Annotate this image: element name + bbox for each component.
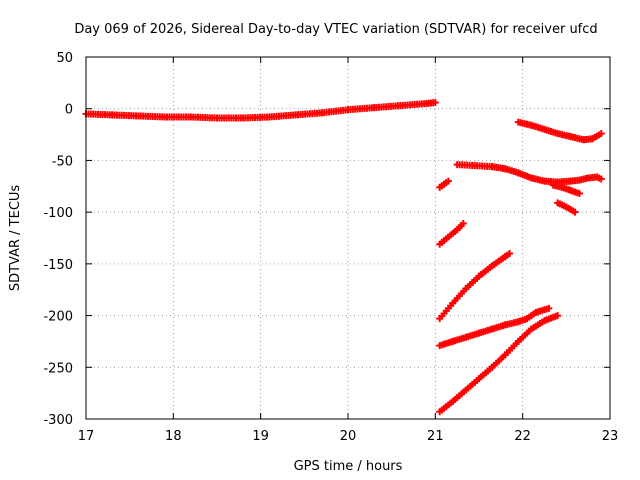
y-axis-label: SDTVAR / TECUs xyxy=(8,185,23,292)
data-series xyxy=(436,312,562,416)
y-tick-label: 0 xyxy=(65,103,73,118)
y-tick-label: -200 xyxy=(43,310,73,325)
chart-title: Day 069 of 2026, Sidereal Day-to-day VTE… xyxy=(74,22,597,37)
data-series xyxy=(549,181,583,198)
data-series xyxy=(436,304,553,350)
data-point xyxy=(444,177,452,185)
x-tick-label: 18 xyxy=(165,429,182,444)
data-point xyxy=(575,190,583,198)
x-tick-label: 22 xyxy=(514,429,531,444)
x-tick-label: 20 xyxy=(340,429,357,444)
y-tick-label: -300 xyxy=(43,413,73,428)
y-tick-label: -150 xyxy=(43,258,73,273)
y-tick-label: 50 xyxy=(56,51,73,66)
data-series xyxy=(436,177,452,191)
data-point xyxy=(459,220,467,228)
x-tick-label: 19 xyxy=(252,429,269,444)
data-point xyxy=(597,175,605,183)
data-point xyxy=(431,99,439,107)
data-series xyxy=(453,161,605,186)
data-series xyxy=(436,250,514,323)
data-point xyxy=(571,208,579,216)
data-points xyxy=(82,99,605,416)
y-tick-label: -250 xyxy=(43,361,73,376)
data-series xyxy=(514,118,605,144)
x-tick-label: 23 xyxy=(602,429,619,444)
data-point xyxy=(597,130,605,138)
data-series xyxy=(554,199,579,216)
x-axis-label: GPS time / hours xyxy=(294,459,403,474)
data-point xyxy=(545,304,553,312)
grid-lines xyxy=(86,57,610,419)
y-tick-label: -50 xyxy=(52,154,73,169)
data-point xyxy=(554,312,562,320)
data-series xyxy=(436,220,467,248)
data-series xyxy=(82,99,439,122)
data-point xyxy=(506,250,514,258)
x-tick-label: 21 xyxy=(427,429,444,444)
axis-ticks: 17 18 19 20 21 22 23 50 0 -50 -100 -150 -200 -250 -300 xyxy=(43,51,618,444)
y-tick-label: -100 xyxy=(43,206,73,221)
x-tick-label: 17 xyxy=(78,429,95,444)
